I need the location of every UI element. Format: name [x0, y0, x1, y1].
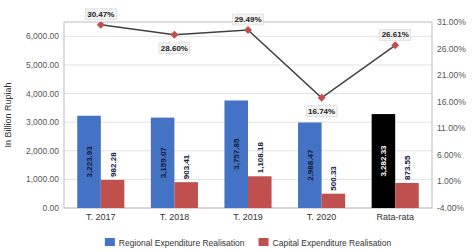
label-box — [380, 29, 411, 40]
y2-tick-label: 31.00% — [437, 17, 466, 27]
bar — [174, 182, 198, 208]
y-tick-label: 3,000.00 — [26, 117, 59, 127]
x-tick-label: T. 2020 — [307, 212, 337, 222]
y2-tick-label: -4.00% — [437, 203, 464, 213]
bar-data-label: 903.41 — [182, 154, 191, 179]
line-marker — [97, 22, 105, 29]
label-box — [232, 14, 263, 25]
y2-tick-label: 16.00% — [437, 97, 466, 107]
line-marker — [244, 26, 252, 34]
x-tick-label: T. 2019 — [233, 212, 263, 222]
bar — [224, 100, 248, 208]
bar — [77, 116, 101, 208]
bar — [101, 180, 125, 208]
x-tick-label: Rata-rata — [376, 212, 414, 222]
bar-data-label: 3,757.85 — [232, 138, 241, 170]
bar-data-label: 500.33 — [329, 166, 338, 191]
y-tick-label: 4,000.00 — [26, 89, 59, 99]
line-data-label: 28.60% — [161, 44, 188, 53]
line-data-label: 16.74% — [308, 107, 335, 116]
label-box — [159, 43, 190, 54]
bar — [372, 114, 396, 208]
bar-data-label: 873.55 — [403, 155, 412, 180]
grid-line — [64, 36, 432, 37]
line-data-label: 26.61% — [382, 30, 409, 39]
y2-tick-label: 11.00% — [437, 123, 466, 133]
line-data-label-group: 29.49% — [232, 14, 263, 25]
line-marker — [170, 31, 178, 39]
bar — [248, 176, 272, 208]
line-marker — [318, 94, 326, 102]
y-tick-label: 0.00 — [42, 203, 59, 213]
x-tick-label: T. 2017 — [86, 212, 116, 222]
grid-line — [64, 93, 432, 94]
line-marker — [391, 41, 399, 49]
line-data-label-group: 26.61% — [380, 29, 411, 40]
bar — [151, 118, 175, 208]
legend-swatch — [105, 238, 115, 246]
bar — [395, 183, 419, 208]
y2-tick-label: 26.00% — [437, 44, 466, 54]
legend-label: Capital Expenditure Realisation — [273, 238, 392, 248]
legend: Regional Expenditure Realisation Capital … — [105, 238, 392, 248]
bar-data-label: 3,223.93 — [85, 146, 94, 178]
y2-tick-label: 21.00% — [437, 70, 466, 80]
y2-tick-label: 6.00% — [437, 150, 462, 160]
bar-data-label: 982.28 — [109, 152, 118, 177]
plot-frame — [64, 22, 432, 208]
y-tick-label: 1,000.00 — [26, 174, 59, 184]
bar-data-label: 3,282.33 — [379, 145, 388, 177]
y-axis-label: In Billion Rupiah — [3, 82, 13, 147]
line — [101, 25, 395, 98]
line-data-label: 30.47% — [87, 10, 114, 19]
bar-data-label: 3,159.07 — [159, 147, 168, 179]
label-box — [306, 106, 337, 117]
x-tick-label: T. 2018 — [160, 212, 190, 222]
marks — [77, 22, 419, 208]
y-tick-label: 6,000.00 — [26, 31, 59, 41]
y2-tick-label: 1.00% — [437, 176, 462, 186]
bar-data-label: 2,988.47 — [306, 149, 315, 181]
bar — [298, 122, 322, 208]
label-box — [85, 9, 116, 20]
grid-line — [64, 64, 432, 65]
line-data-label: 29.49% — [234, 15, 261, 24]
y-tick-label: 5,000.00 — [26, 60, 59, 70]
legend-swatch — [259, 238, 269, 246]
y-tick-label: 2,000.00 — [26, 146, 59, 156]
chart: 0.00 1,000.00 2,000.00 3,000.00 4,000.00 5,00… — [0, 0, 474, 250]
labels: 3,223.93 3,159.07 3,757.85 2,988.47 3,282.33… — [85, 9, 412, 191]
line-data-label-group: 30.47% — [85, 9, 116, 20]
line-data-label-group: 28.60% — [159, 43, 190, 54]
line-data-label-group: 16.74% — [306, 106, 337, 117]
legend-label: Regional Expenditure Realisation — [119, 238, 245, 248]
bar — [322, 194, 346, 208]
bar-data-label: 1,108.18 — [256, 142, 265, 174]
